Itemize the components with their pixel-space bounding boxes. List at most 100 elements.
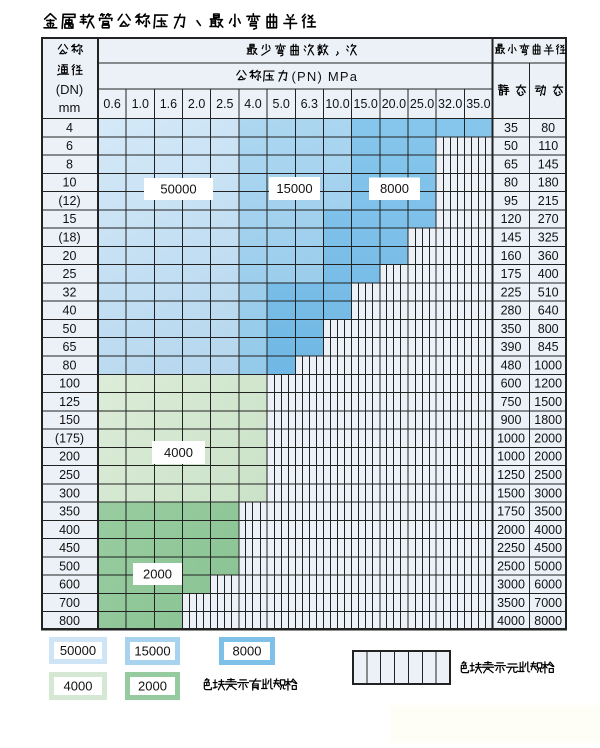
svg-text:2500: 2500 — [497, 559, 525, 573]
svg-text:450: 450 — [59, 541, 80, 555]
svg-text:1250: 1250 — [497, 468, 525, 482]
svg-text:500: 500 — [59, 559, 80, 573]
svg-text:95: 95 — [504, 194, 518, 208]
svg-text:3500: 3500 — [497, 596, 525, 610]
svg-text:1000: 1000 — [497, 450, 525, 464]
svg-text:125: 125 — [59, 395, 80, 409]
svg-text:(12): (12) — [58, 194, 80, 208]
svg-text:280: 280 — [501, 304, 522, 318]
svg-text:1200: 1200 — [534, 377, 562, 391]
svg-text:6: 6 — [66, 139, 73, 153]
svg-text:2.5: 2.5 — [216, 97, 233, 111]
svg-text:3000: 3000 — [534, 486, 562, 500]
svg-text:1000: 1000 — [497, 432, 525, 446]
svg-text:180: 180 — [538, 176, 559, 190]
svg-text:25: 25 — [63, 267, 77, 281]
svg-text:8000: 8000 — [233, 644, 262, 659]
svg-text:1800: 1800 — [534, 413, 562, 427]
svg-text:350: 350 — [501, 322, 522, 336]
svg-text:10: 10 — [63, 176, 77, 190]
svg-text:10.0: 10.0 — [325, 97, 349, 111]
svg-text:4500: 4500 — [534, 541, 562, 555]
svg-text:100: 100 — [59, 377, 80, 391]
svg-text:0.6: 0.6 — [103, 97, 120, 111]
svg-text:900: 900 — [501, 413, 522, 427]
svg-text:4000: 4000 — [497, 614, 525, 628]
svg-text:(DN): (DN) — [56, 82, 83, 97]
svg-text:15.0: 15.0 — [354, 97, 378, 111]
svg-text:65: 65 — [63, 340, 77, 354]
svg-text:640: 640 — [538, 304, 559, 318]
svg-text:20.0: 20.0 — [382, 97, 406, 111]
svg-text:1.6: 1.6 — [160, 97, 177, 111]
svg-text:4: 4 — [66, 121, 73, 135]
svg-text:325: 325 — [538, 231, 559, 245]
svg-text:(175): (175) — [55, 432, 84, 446]
svg-text:50000: 50000 — [160, 182, 196, 197]
svg-text:250: 250 — [59, 468, 80, 482]
svg-text:2.0: 2.0 — [188, 97, 205, 111]
svg-text:350: 350 — [59, 505, 80, 519]
svg-text:40: 40 — [63, 304, 77, 318]
svg-text:8000: 8000 — [380, 181, 409, 196]
svg-text:400: 400 — [538, 267, 559, 281]
svg-text:510: 510 — [538, 285, 559, 299]
svg-text:270: 270 — [538, 212, 559, 226]
svg-text:15000: 15000 — [134, 644, 170, 659]
svg-text:2000: 2000 — [534, 432, 562, 446]
svg-text:8000: 8000 — [534, 614, 562, 628]
svg-text:35: 35 — [504, 121, 518, 135]
svg-text:1500: 1500 — [534, 395, 562, 409]
svg-text:32: 32 — [63, 285, 77, 299]
svg-text:20: 20 — [63, 249, 77, 263]
svg-text:400: 400 — [59, 523, 80, 537]
svg-text:145: 145 — [501, 231, 522, 245]
svg-text:1.0: 1.0 — [132, 97, 149, 111]
svg-text:3500: 3500 — [534, 505, 562, 519]
svg-text:225: 225 — [501, 285, 522, 299]
svg-text:600: 600 — [59, 578, 80, 592]
svg-text:15: 15 — [63, 212, 77, 226]
svg-text:4.0: 4.0 — [244, 97, 261, 111]
svg-text:2000: 2000 — [534, 450, 562, 464]
svg-text:480: 480 — [501, 358, 522, 372]
svg-text:160: 160 — [501, 249, 522, 263]
svg-text:300: 300 — [59, 486, 80, 500]
svg-text:80: 80 — [63, 358, 77, 372]
svg-text:845: 845 — [538, 340, 559, 354]
svg-text:4000: 4000 — [164, 445, 193, 460]
svg-text:200: 200 — [59, 450, 80, 464]
svg-text:120: 120 — [501, 212, 522, 226]
svg-text:110: 110 — [538, 139, 558, 153]
svg-text:15000: 15000 — [276, 181, 312, 196]
svg-text:1750: 1750 — [497, 505, 525, 519]
svg-text:6.3: 6.3 — [301, 97, 318, 111]
svg-text:175: 175 — [501, 267, 522, 281]
svg-text:215: 215 — [538, 194, 559, 208]
svg-text:700: 700 — [59, 596, 80, 610]
svg-text:65: 65 — [504, 157, 518, 171]
svg-text:5.0: 5.0 — [273, 97, 290, 111]
svg-text:145: 145 — [538, 157, 559, 171]
svg-text:80: 80 — [541, 121, 555, 135]
svg-text:4000: 4000 — [534, 523, 562, 537]
svg-text:(PN) MPa: (PN) MPa — [292, 69, 359, 84]
svg-text:(18): (18) — [58, 231, 80, 245]
svg-text:50: 50 — [504, 139, 518, 153]
svg-text:750: 750 — [501, 395, 522, 409]
svg-text:800: 800 — [59, 614, 80, 628]
svg-text:1500: 1500 — [497, 486, 525, 500]
svg-text:800: 800 — [538, 322, 559, 336]
svg-text:2000: 2000 — [497, 523, 525, 537]
svg-text:360: 360 — [538, 249, 559, 263]
svg-text:390: 390 — [501, 340, 522, 354]
svg-text:600: 600 — [501, 377, 522, 391]
svg-text:8: 8 — [66, 157, 73, 171]
svg-text:6000: 6000 — [534, 578, 562, 592]
svg-text:50000: 50000 — [60, 643, 96, 658]
svg-text:32.0: 32.0 — [438, 97, 462, 111]
svg-text:5000: 5000 — [534, 559, 562, 573]
svg-text:150: 150 — [59, 413, 80, 427]
svg-text:3000: 3000 — [497, 578, 525, 592]
svg-text:2500: 2500 — [534, 468, 562, 482]
